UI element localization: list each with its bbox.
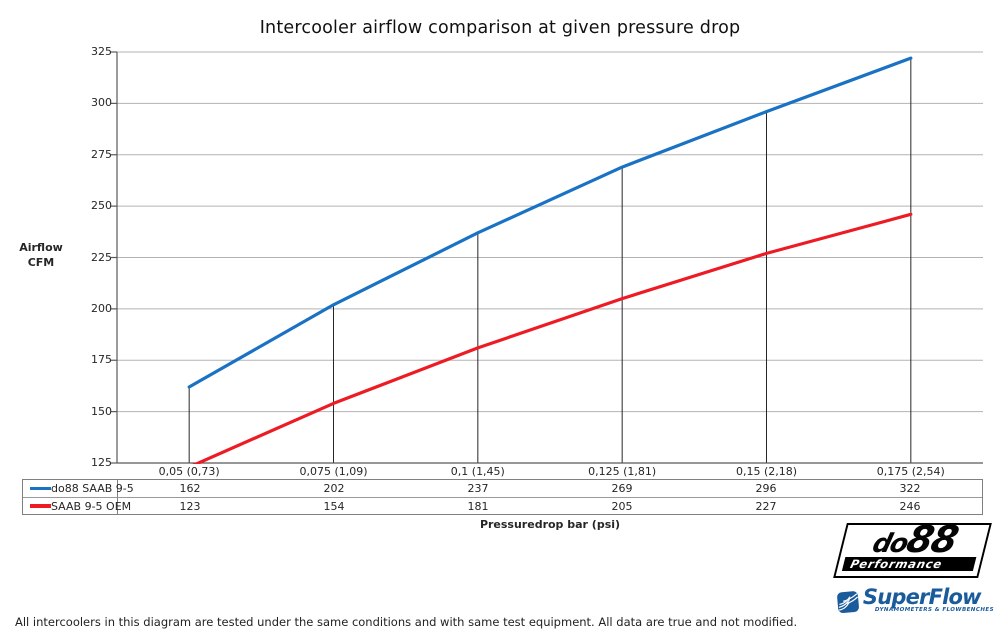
superflow-wave-icon [837,591,859,614]
legend-series-label: do88 SAAB 9-5 [51,482,134,495]
table-value-cell: 154 [262,497,406,514]
x-axis-labels: 0,05 (0,73) 0,075 (1,09) 0,1 (1,45) 0,125 (… [0,464,1000,479]
legend-line-swatch [30,486,51,491]
x-axis-title: Pressuredrop bar (psi) [479,518,621,531]
legend-line-swatch [30,504,51,508]
x-category-label: 0,1 (1,45) [450,465,505,478]
table-value-cell: 123 [118,497,262,514]
table-value-cell: 205 [550,497,694,514]
y-tick-label: 175 [91,353,112,367]
y-axis-title: Airflow CFM [10,240,72,270]
series-line [187,56,913,389]
y-axis-title-line2: CFM [27,256,55,269]
table-value-cell: 296 [755,482,777,495]
table-value-cell: 162 [179,482,201,495]
x-category-label: 0,125 (1,81) [588,465,657,478]
table-value-cell: 322 [899,482,921,495]
table-value-cell: 237 [467,482,489,495]
y-tick-label: 300 [91,96,112,110]
chart-title: Intercooler airflow comparison at given … [259,18,741,38]
table-value-cell: 227 [694,497,838,514]
y-tick-label: 125 [91,456,112,469]
do88-logo: do 88 Performance [833,518,992,578]
x-category-label: 0,05 (0,73) [158,465,220,478]
superflow-text-column: SuperFlow DYNAMOMETERS & FLOWBENCHES [863,586,994,613]
legend-series-label: SAAB 9-5 OEM [51,499,132,513]
x-category-label: 0,15 (2,18) [735,465,798,478]
y-tick-label: 250 [91,199,112,213]
data-table: do88 SAAB 9-5 162 202 237 269 296 322 SAAB 9-5 … [22,479,983,515]
table-value-cell: 202 [323,482,345,495]
do88-logo-wordmark: do 88 [845,518,984,561]
y-tick-label: 150 [91,404,112,418]
x-category-label: 0,175 (2,54) [876,465,945,478]
x-category-label: 0,075 (1,09) [299,465,368,478]
do88-logo-performance-band: Performance [841,557,977,571]
superflow-logo-tagline: DYNAMOMETERS & FLOWBENCHES [874,607,994,613]
y-tick-label: 325 [91,45,112,58]
y-tick-label: 275 [91,147,112,161]
do88-logo-text-88: 88 [902,518,962,561]
table-value-cell: 181 [406,497,550,514]
legend-cell: SAAB 9-5 OEM [23,497,131,514]
y-tick-label: 200 [91,301,112,315]
table-value-cell: 269 [611,482,633,495]
superflow-logo: SuperFlow DYNAMOMETERS & FLOWBENCHES [836,586,994,622]
y-axis-title-line1: Airflow [19,241,63,254]
footer-note: All intercoolers in this diagram are tes… [15,615,798,629]
table-value-cell: 246 [838,497,982,514]
y-axis-tick-labels: 125 150 175 200 225 250 275 300 325 [62,0,112,643]
y-tick-label: 225 [91,250,112,264]
legend-cell: do88 SAAB 9-5 [23,480,134,497]
series-line [192,212,913,464]
superflow-logo-name: SuperFlow [862,585,982,609]
